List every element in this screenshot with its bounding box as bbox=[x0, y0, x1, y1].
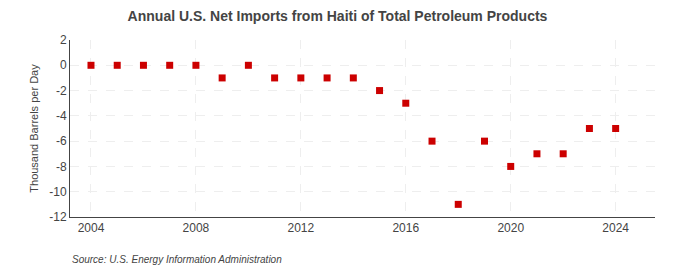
svg-text:-12: -12 bbox=[49, 210, 67, 224]
svg-text:2012: 2012 bbox=[287, 221, 314, 235]
svg-text:2: 2 bbox=[60, 33, 67, 47]
svg-text:2008: 2008 bbox=[183, 221, 210, 235]
svg-text:Annual U.S. Net Imports from H: Annual U.S. Net Imports from Haiti of To… bbox=[128, 8, 548, 24]
svg-text:Source: U.S. Energy Informatio: Source: U.S. Energy Information Administ… bbox=[72, 254, 282, 265]
svg-text:-8: -8 bbox=[56, 160, 67, 174]
svg-text:2020: 2020 bbox=[497, 221, 524, 235]
svg-text:-4: -4 bbox=[56, 109, 67, 123]
svg-text:-10: -10 bbox=[49, 185, 67, 199]
svg-text:0: 0 bbox=[60, 58, 67, 72]
svg-text:-6: -6 bbox=[56, 134, 67, 148]
svg-text:2016: 2016 bbox=[392, 221, 419, 235]
svg-text:2004: 2004 bbox=[78, 221, 105, 235]
svg-text:-2: -2 bbox=[56, 84, 67, 98]
svg-text:Thousand Barrels per Day: Thousand Barrels per Day bbox=[28, 64, 40, 193]
svg-text:2024: 2024 bbox=[602, 221, 629, 235]
